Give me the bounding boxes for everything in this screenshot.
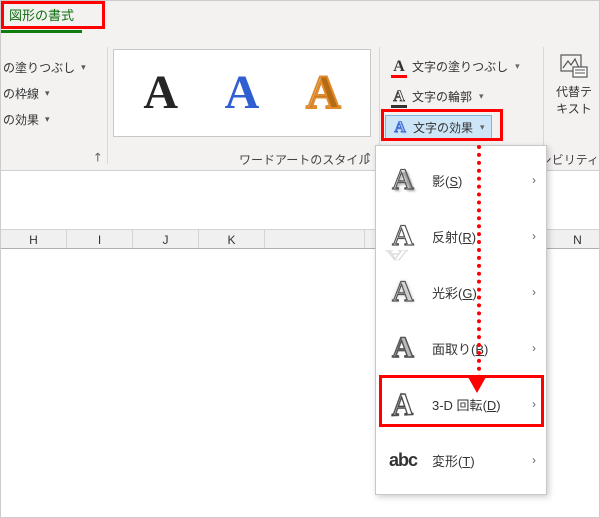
wordart-style-1[interactable]: A (143, 69, 178, 117)
shape-fill-button[interactable]: の塗りつぶし ▾ (1, 57, 86, 78)
col-header[interactable]: H (1, 230, 67, 248)
alt-text-button[interactable]: 代替テ キスト (549, 53, 599, 117)
wordart-gallery[interactable]: A A A (113, 49, 371, 137)
menu-label: 3-D 回転(D) (432, 395, 520, 414)
text-effects-label: 文字の効果 (413, 119, 473, 136)
menu-label: 影(S) (432, 171, 520, 190)
shape-effects-button[interactable]: の効果 ▾ (1, 109, 50, 130)
submenu-arrow-icon: › (532, 453, 536, 467)
submenu-arrow-icon: › (532, 341, 536, 355)
submenu-arrow-icon: › (532, 229, 536, 243)
reflection-icon: A (386, 219, 420, 253)
text-effects-button[interactable]: A 文字の効果 ▾ (385, 115, 492, 140)
chevron-down-icon: ▾ (45, 114, 50, 125)
menu-item-reflection[interactable]: A 反射(R) › (376, 208, 546, 264)
chevron-down-icon: ▾ (81, 62, 86, 73)
shape-effects-label: の効果 (3, 111, 39, 128)
shape-outline-button[interactable]: の枠線 ▾ (1, 83, 50, 104)
text-outline-label: 文字の輪郭 (412, 88, 472, 105)
menu-item-transform[interactable]: abc 変形(T) › (376, 432, 546, 488)
text-outline-icon: A (391, 89, 407, 105)
glow-icon: A (386, 275, 420, 309)
bevel-icon: A (386, 331, 420, 365)
tab-shape-format[interactable]: 図形の書式 (1, 1, 82, 33)
tab-bar: 図形の書式 (1, 1, 82, 33)
menu-label: 面取り(B) (432, 339, 520, 358)
menu-item-shadow[interactable]: A 影(S) › (376, 152, 546, 208)
col-header[interactable]: K (199, 230, 265, 248)
text-effects-menu: A 影(S) › A 反射(R) › A 光彩(G) › A 面取り(B) › … (375, 145, 547, 495)
col-header[interactable] (265, 230, 365, 248)
annotation-arrow-head (468, 377, 486, 393)
shape-outline-label: の枠線 (3, 85, 39, 102)
submenu-arrow-icon: › (532, 397, 536, 411)
submenu-arrow-icon: › (532, 285, 536, 299)
shape-fill-label: の塗りつぶし (3, 59, 75, 76)
shadow-icon: A (386, 163, 420, 197)
rotation-3d-icon: A (386, 384, 418, 424)
submenu-arrow-icon: › (532, 173, 536, 187)
menu-label: 光彩(G) (432, 283, 520, 302)
col-header[interactable]: J (133, 230, 199, 248)
text-effects-icon: A (392, 120, 408, 136)
col-header[interactable]: N (545, 230, 600, 248)
chevron-down-icon: ▾ (515, 61, 520, 72)
dialog-launcher-icon[interactable]: ↗ (90, 148, 107, 165)
separator (107, 47, 108, 164)
alt-text-label-2: キスト (549, 100, 599, 117)
chevron-down-icon: ▾ (45, 88, 50, 99)
text-outline-button[interactable]: A 文字の輪郭 ▾ (385, 85, 490, 108)
menu-item-glow[interactable]: A 光彩(G) › (376, 264, 546, 320)
text-fill-button[interactable]: A 文字の塗りつぶし ▾ (385, 55, 526, 78)
wordart-group-label: ワードアートのスタイル (239, 151, 370, 168)
text-fill-icon: A (391, 59, 407, 75)
wordart-style-2[interactable]: A (225, 69, 260, 117)
col-header[interactable]: I (67, 230, 133, 248)
alt-text-icon (559, 53, 589, 79)
chevron-down-icon: ▾ (480, 122, 485, 133)
text-fill-label: 文字の塗りつぶし (412, 58, 508, 75)
alt-text-label-1: 代替テ (549, 83, 599, 100)
menu-item-bevel[interactable]: A 面取り(B) › (376, 320, 546, 376)
transform-icon: abc (386, 450, 420, 471)
menu-label: 変形(T) (432, 451, 520, 470)
menu-label: 反射(R) (432, 227, 520, 246)
chevron-down-icon: ▾ (479, 91, 484, 102)
menu-item-3d-rotation[interactable]: A 3-D 回転(D) › (376, 376, 546, 432)
wordart-style-3[interactable]: A (306, 69, 341, 117)
